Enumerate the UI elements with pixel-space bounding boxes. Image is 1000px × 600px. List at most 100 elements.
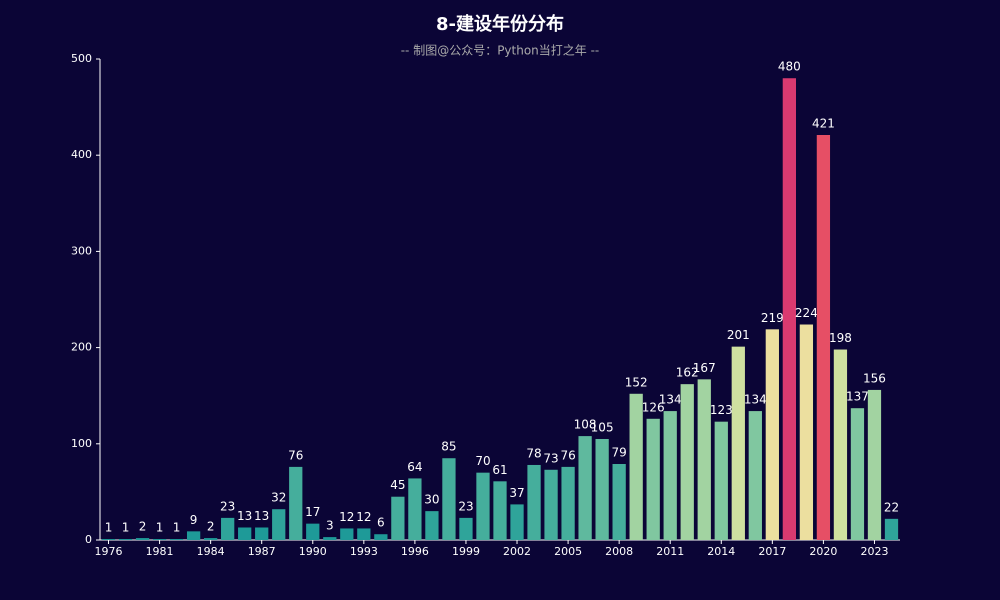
bar [169,539,184,540]
bar [714,421,728,540]
value-label: 167 [693,361,716,375]
bar [306,523,320,540]
bar [612,464,626,540]
value-label: 2 [207,520,215,534]
value-label: 156 [863,371,886,385]
value-label: 45 [390,478,405,492]
y-tick-label: 500 [71,52,92,65]
value-label: 123 [710,403,733,417]
x-tick-label: 1976 [95,545,123,558]
bar [816,134,831,541]
value-label: 126 [642,400,665,414]
x-tick-label: 2014 [707,545,735,558]
x-tick-label: 2011 [656,545,684,558]
value-label: 3 [326,519,334,533]
bar [221,517,235,540]
value-label: 137 [846,390,869,404]
value-label: 22 [884,500,899,514]
x-tick-label: 1981 [146,545,174,558]
bar [357,528,371,540]
x-tick-label: 2020 [809,545,837,558]
value-label: 1 [173,521,181,535]
y-tick-label: 0 [85,533,92,546]
value-label: 6 [377,516,385,530]
bar [135,538,150,540]
bar [663,411,677,540]
value-label: 13 [254,509,269,523]
value-label: 198 [829,331,852,345]
bar [493,481,507,540]
value-label: 64 [407,460,422,474]
x-tick-label: 2023 [860,545,888,558]
x-tick-label: 1993 [350,545,378,558]
value-label: 78 [526,446,541,460]
bar [374,534,388,540]
bar [629,393,643,540]
bar [255,527,269,540]
x-tick-label: 2002 [503,545,531,558]
value-label: 17 [305,505,320,519]
value-label: 1 [122,521,130,535]
value-label: 1 [105,521,113,535]
value-label: 73 [543,451,558,465]
bar [238,527,252,540]
value-label: 134 [744,393,767,407]
value-label: 85 [441,440,456,454]
bar [833,349,848,540]
x-tick-label: 2008 [605,545,633,558]
value-label: 32 [271,491,286,505]
value-label: 134 [659,393,682,407]
bar [118,539,133,540]
value-label: 23 [220,499,235,513]
bar [459,517,473,540]
y-tick-label: 300 [71,244,92,257]
x-tick-label: 1984 [197,545,225,558]
value-label: 480 [778,60,801,74]
x-tick-label: 1987 [248,545,276,558]
value-label: 61 [492,463,507,477]
value-label: 70 [475,454,490,468]
value-label: 2 [139,520,147,534]
bar [289,466,303,540]
x-tick-label: 1996 [401,545,429,558]
bar [748,411,762,540]
y-tick-label: 100 [71,437,92,450]
bar [884,518,899,540]
bar [442,458,456,540]
bar [408,478,422,540]
value-label: 76 [288,448,303,462]
x-tick-label: 2005 [554,545,582,558]
bar [425,511,439,540]
bar [186,531,201,540]
bar [323,537,337,540]
bar [697,379,711,540]
value-label: 224 [795,306,818,320]
bar [646,418,660,540]
value-label: 37 [509,486,524,500]
value-label: 30 [424,493,439,507]
bar [476,472,490,540]
value-label: 1 [156,521,164,535]
value-label: 219 [761,311,784,325]
bar [867,389,882,540]
y-tick-label: 200 [71,341,92,354]
bar [391,496,405,540]
bar [561,466,575,540]
bar [850,408,865,540]
value-label: 76 [560,448,575,462]
value-label: 105 [591,420,614,434]
bar [544,469,558,540]
bar [782,78,796,541]
value-label: 13 [237,509,252,523]
bar [204,538,218,540]
value-label: 12 [356,510,371,524]
y-tick-label: 400 [71,148,92,161]
bar [680,384,694,540]
x-tick-label: 1999 [452,545,480,558]
bar [578,436,592,540]
bar [272,509,286,540]
bar [101,539,116,540]
bar [731,346,745,540]
bar [799,324,814,540]
